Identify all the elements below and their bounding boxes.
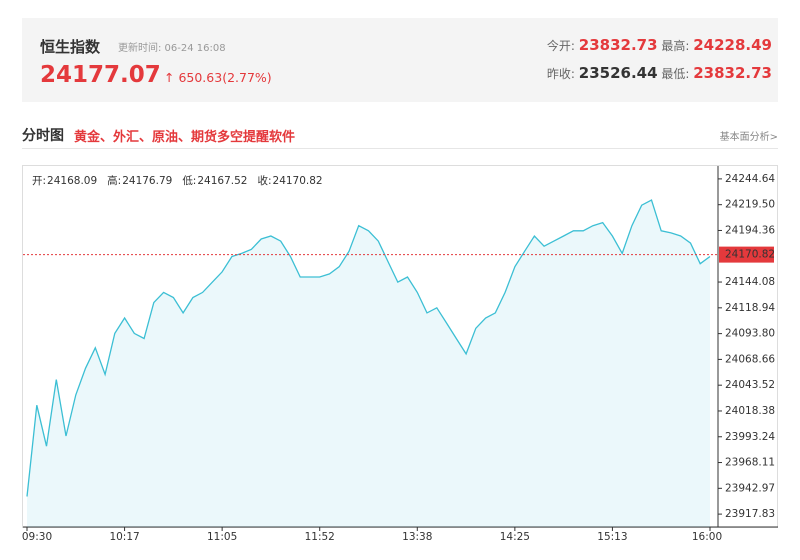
price-line — [26, 199, 711, 497]
ohlc-label: 开: — [32, 175, 46, 187]
y-tick-label: 24194.36 — [725, 224, 775, 236]
y-tick-label: 24068.66 — [725, 353, 775, 365]
ohlc-label: 低: — [182, 174, 196, 187]
price-tag-label: 24170.82 — [725, 249, 775, 261]
x-tick-label: 13:38 — [402, 531, 432, 543]
ohlc-label: 高: — [107, 174, 121, 187]
x-tick-label: 09:30 — [22, 531, 52, 543]
area — [27, 200, 710, 527]
section-bar: 分时图 黄金、外汇、原油、期货多空提醒软件 基本面分析> — [22, 122, 778, 149]
x-tick-label: 11:05 — [207, 531, 237, 543]
y-tick-label: 24244.64 — [725, 173, 775, 185]
y-tick-label: 24144.08 — [725, 276, 775, 288]
x-tick-label: 15:13 — [597, 531, 627, 543]
price-tag — [719, 246, 774, 263]
stat-label: 最高: — [661, 39, 690, 53]
y-tick-label: 24118.94 — [725, 302, 775, 314]
stat-value: 24228.49 — [693, 36, 772, 54]
ohlc-label: 收: — [257, 174, 271, 187]
quote-header: 恒生指数 更新时间: 06-24 16:08 24177.07 ↑ 650.63… — [22, 18, 778, 102]
y-tick-label: 23917.83 — [725, 508, 775, 520]
x-tick-label: 14:25 — [500, 531, 530, 543]
y-tick-label: 24043.52 — [725, 379, 775, 391]
y-tick-label: 23942.97 — [725, 482, 775, 494]
stat-value: 23526.44 — [578, 64, 658, 82]
stat-value: 23832.73 — [578, 36, 658, 54]
analysis-link[interactable]: 基本面分析> — [719, 132, 778, 143]
stat-value: 23832.73 — [693, 64, 772, 82]
ohlc-value: 24167.52 — [197, 175, 247, 187]
x-tick-label: 11:52 — [305, 531, 335, 543]
y-tick-label: 23968.11 — [725, 457, 775, 469]
y-tick-label: 24219.50 — [725, 199, 775, 211]
index-name: 恒生指数 — [40, 38, 101, 56]
y-tick-label: 23993.24 — [725, 431, 775, 443]
change-value: 650.63(2.77%) — [178, 70, 272, 85]
x-tick-label: 16:00 — [692, 531, 722, 543]
y-tick-label: 24093.80 — [725, 328, 775, 340]
ohlc-value: 24176.79 — [122, 175, 172, 187]
stats-row: 昨收: 23526.44 最低: 23832.73 — [547, 64, 772, 82]
price: 24177.07 — [40, 62, 161, 88]
stat-label: 最低: — [661, 67, 690, 81]
section-title: 分时图 — [22, 128, 64, 144]
ohlc-value: 24170.82 — [273, 175, 323, 187]
stat-label: 今开: — [546, 39, 575, 53]
promo-link[interactable]: 黄金、外汇、原油、期货多空提醒软件 — [74, 130, 296, 145]
ohlc-value: 24168.09 — [47, 175, 97, 187]
change: ↑ 650.63(2.77%) — [164, 70, 272, 85]
y-tick-label: 24018.38 — [725, 405, 775, 417]
x-tick-label: 10:17 — [109, 531, 139, 543]
stat-label: 昨收: — [546, 67, 575, 81]
update-time: 更新时间: 06-24 16:08 — [118, 43, 226, 54]
stats-row: 今开: 23832.73 最高: 24228.49 — [547, 36, 772, 54]
